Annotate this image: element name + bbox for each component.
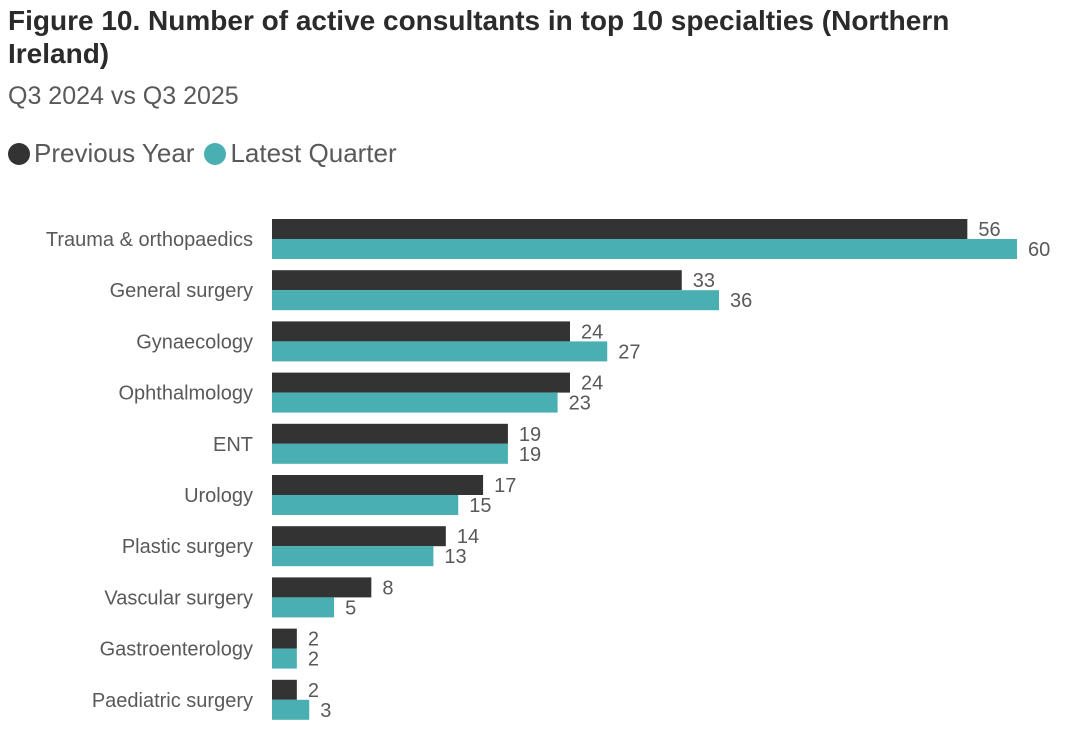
bar-latest-quarter-ent[interactable] [272, 443, 508, 464]
legend-swatch-latest-quarter [204, 142, 227, 165]
data-label-previous-year-gynaecology: 24 [581, 321, 603, 343]
bar-previous-year-trauma-and-orthopaedics[interactable] [272, 219, 968, 239]
category-label-plastic-surgery: Plastic surgery [122, 536, 253, 558]
data-label-latest-quarter-gynaecology: 27 [618, 341, 640, 363]
bar-previous-year-plastic-surgery[interactable] [272, 526, 446, 547]
data-label-latest-quarter-urology: 15 [469, 495, 491, 517]
data-label-latest-quarter-plastic-surgery: 13 [444, 546, 466, 568]
legend-label-latest-quarter: Latest Quarter [230, 138, 397, 168]
legend-item-latest-quarter[interactable]: Latest Quarter [204, 138, 397, 169]
bar-latest-quarter-vascular-surgery[interactable] [272, 597, 335, 618]
bar-previous-year-general-surgery[interactable] [272, 270, 682, 291]
bar-latest-quarter-gastroenterology[interactable] [272, 648, 297, 669]
category-label-gastroenterology: Gastroenterology [100, 639, 253, 661]
chart-title: Figure 10. Number of active consultants … [8, 5, 950, 69]
category-label-ent: ENT [213, 434, 253, 456]
bar-latest-quarter-ophthalmology[interactable] [272, 392, 558, 413]
data-label-previous-year-gastroenterology: 2 [308, 629, 319, 651]
category-label-paediatric-surgery: Paediatric surgery [92, 690, 253, 712]
legend-swatch-previous-year [8, 142, 30, 165]
bar-previous-year-ent[interactable] [272, 423, 508, 444]
data-label-latest-quarter-vascular-surgery: 5 [345, 597, 356, 619]
bar-latest-quarter-urology[interactable] [272, 495, 459, 515]
data-label-previous-year-urology: 17 [494, 475, 516, 497]
bar-previous-year-vascular-surgery[interactable] [272, 577, 372, 598]
bar-previous-year-ophthalmology[interactable] [272, 372, 570, 393]
bar-latest-quarter-trauma-and-orthopaedics[interactable] [272, 239, 1017, 259]
bar-latest-quarter-gynaecology[interactable] [272, 341, 608, 362]
data-label-latest-quarter-paediatric-surgery: 3 [320, 700, 331, 722]
legend-item-previous-year[interactable]: Previous Year [8, 138, 194, 169]
data-label-latest-quarter-ophthalmology: 23 [569, 393, 591, 415]
data-label-latest-quarter-gastroenterology: 2 [308, 649, 319, 671]
bar-previous-year-urology[interactable] [272, 475, 484, 495]
category-label-gynaecology: Gynaecology [136, 331, 253, 353]
category-label-trauma-and-orthopaedics: Trauma & orthopaedics [46, 229, 253, 251]
category-label-vascular-surgery: Vascular surgery [104, 587, 253, 609]
bar-latest-quarter-paediatric-surgery[interactable] [272, 699, 310, 720]
category-label-ophthalmology: Ophthalmology [118, 383, 253, 405]
data-label-latest-quarter-trauma-and-orthopaedics: 60 [1028, 239, 1050, 261]
data-label-previous-year-ophthalmology: 24 [581, 373, 603, 395]
bar-previous-year-gastroenterology[interactable] [272, 628, 297, 649]
category-label-urology: Urology [184, 485, 253, 507]
data-label-previous-year-trauma-and-orthopaedics: 56 [978, 219, 1000, 241]
legend: Previous Year Latest Quarter [8, 138, 407, 169]
bar-latest-quarter-general-surgery[interactable] [272, 290, 719, 311]
data-label-previous-year-ent: 19 [519, 424, 541, 446]
data-label-previous-year-vascular-surgery: 8 [382, 577, 393, 599]
category-label-general-surgery: General surgery [110, 280, 253, 302]
data-label-previous-year-paediatric-surgery: 2 [308, 680, 319, 702]
data-label-previous-year-general-surgery: 33 [693, 270, 715, 292]
legend-label-previous-year: Previous Year [34, 138, 195, 168]
data-label-latest-quarter-ent: 19 [519, 444, 541, 466]
bar-previous-year-paediatric-surgery[interactable] [272, 679, 297, 700]
data-label-latest-quarter-general-surgery: 36 [730, 290, 752, 312]
data-label-previous-year-plastic-surgery: 14 [457, 526, 479, 548]
bar-previous-year-gynaecology[interactable] [272, 321, 570, 342]
chart-subtitle: Q3 2024 vs Q3 2025 [8, 82, 239, 110]
bar-latest-quarter-plastic-surgery[interactable] [272, 546, 434, 567]
